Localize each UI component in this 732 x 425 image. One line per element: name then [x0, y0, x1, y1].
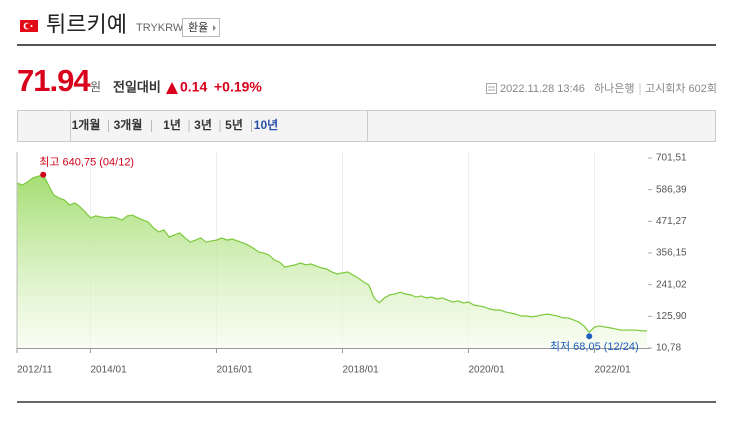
- annotation-label: 최저 68,05 (12/24): [550, 340, 639, 353]
- x-tick-label: 2016/01: [217, 365, 254, 376]
- flag: [20, 20, 38, 32]
- tab[interactable]: 3개월: [114, 117, 143, 132]
- calendar-icon: [486, 83, 497, 94]
- annotation-marker: [40, 171, 47, 178]
- code: TRYKRW: [136, 22, 184, 34]
- y-tick-label: 125,90: [656, 311, 687, 322]
- y-tick-label: 241,02: [656, 279, 687, 290]
- line: [16, 173, 647, 334]
- change-pct: +0.19%: [214, 79, 262, 95]
- x-tick-label: 2014/01: [91, 365, 128, 376]
- tab[interactable]: 5년: [225, 118, 243, 132]
- change: 0.14: [180, 79, 207, 95]
- area-fill: [17, 174, 647, 348]
- change-label: 전일대비: [113, 79, 161, 94]
- exchange-button[interactable]: 환율: [182, 18, 220, 37]
- x-tick-label: 2018/01: [343, 365, 380, 376]
- x-tick-label: 2020/01: [469, 365, 506, 376]
- annotation-marker: [586, 333, 593, 340]
- tab[interactable]: 1개월: [72, 117, 101, 132]
- x-tick-label: 2012/11: [17, 365, 53, 376]
- annotation-label: 최고 640,75 (04/12): [39, 156, 134, 169]
- x-tick-label: 2022/01: [595, 365, 632, 376]
- datetime: 2022.11.28 13:46: [500, 83, 585, 95]
- y-tick-label: 701,51: [656, 153, 687, 164]
- y-tick-label: 471,27: [656, 216, 687, 227]
- price: 71.94: [17, 63, 91, 98]
- button-label[interactable]: 환율: [188, 21, 208, 34]
- y-tick-label: 10,78: [656, 343, 681, 354]
- round: 고시회차 602회: [645, 82, 717, 95]
- y-tick-label: 586,39: [656, 184, 687, 195]
- tabs: 1개월 3개월 1년 3년 5년 10년: [72, 117, 279, 132]
- chart: 701,51 586,39 471,27 356,15 241,02 125,90 10,7…: [16, 152, 687, 376]
- price-unit: 원: [90, 80, 101, 94]
- tab[interactable]: 1년: [163, 118, 181, 132]
- tab[interactable]: 3년: [194, 118, 212, 132]
- y-tick-label: 356,15: [656, 248, 687, 259]
- tab[interactable]: 10년: [254, 118, 278, 132]
- title: 튀르키예: [46, 12, 127, 37]
- up-triangle: [166, 82, 178, 94]
- tab-bar: [17, 110, 716, 142]
- bank: 하나은행: [594, 81, 634, 95]
